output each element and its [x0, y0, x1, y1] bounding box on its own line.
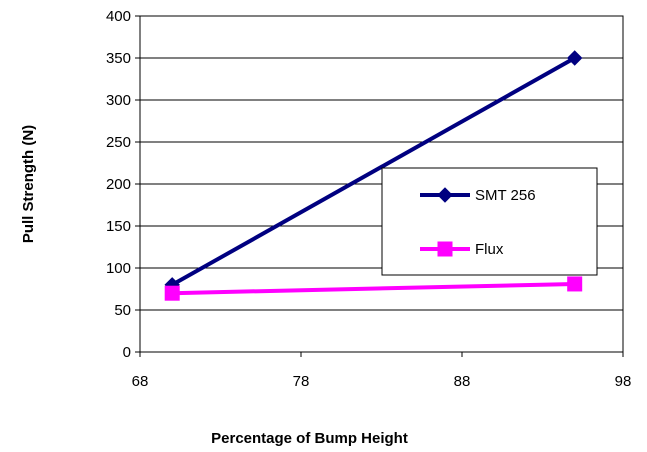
y-tick-label-200: 200 [106, 176, 131, 193]
legend-marker-smt-256 [437, 187, 453, 203]
x-axis-ticks: 68 78 88 98 [132, 352, 632, 390]
series-layer [164, 50, 583, 301]
legend-label-smt-256: SMT 256 [475, 187, 536, 204]
x-tick-label-88: 88 [454, 373, 471, 390]
y-tick-label-100: 100 [106, 260, 131, 277]
x-tick-label-98: 98 [615, 373, 632, 390]
y-tick-label-350: 350 [106, 50, 131, 67]
x-axis-title: Percentage of Bump Height [211, 430, 408, 447]
legend-marker-flux [437, 241, 453, 257]
legend: SMT 256 Flux [381, 167, 598, 276]
y-tick-label-0: 0 [123, 344, 131, 361]
data-point-flux-0 [164, 285, 180, 301]
data-point-smt-256-1 [566, 50, 583, 66]
series-line-smt-256 [171, 56, 576, 287]
legend-label-flux: Flux [475, 241, 504, 258]
y-axis-ticks: 0 50 100 150 200 250 300 350 400 [106, 8, 140, 361]
y-tick-label-250: 250 [106, 134, 131, 151]
x-tick-label-68: 68 [132, 373, 149, 390]
y-tick-label-50: 50 [114, 302, 131, 319]
y-tick-label-150: 150 [106, 218, 131, 235]
y-tick-label-400: 400 [106, 8, 131, 25]
data-point-flux-1 [567, 276, 583, 292]
y-tick-label-300: 300 [106, 92, 131, 109]
legend-box [381, 167, 598, 276]
y-axis-title: Pull Strength (N) [20, 125, 37, 243]
x-tick-label-78: 78 [293, 373, 310, 390]
series-line-flux [172, 281, 575, 296]
